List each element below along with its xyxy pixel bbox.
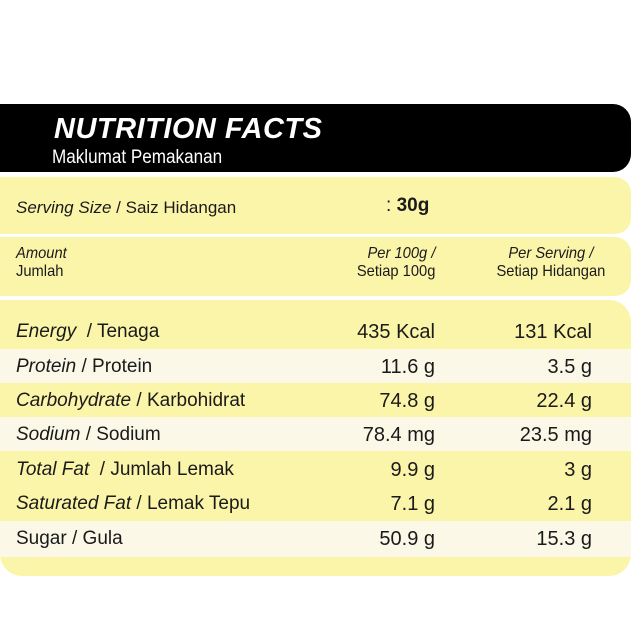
column-header-panel: Amount Jumlah Per 100g / Setiap 100g Per… [0, 237, 631, 296]
serving-size-panel: Serving Size / Saiz Hidangan : 30g [0, 177, 631, 234]
per-100g-column-header: Per 100g / Setiap 100g [356, 245, 435, 280]
serving-size-label: Serving Size / Saiz Hidangan [16, 198, 237, 217]
page-title: NUTRITION FACTS [54, 113, 323, 145]
table-row: Saturated Fat / Lemak Tepu 7.1 g 2.1 g [16, 493, 592, 515]
amount-column-header: Amount Jumlah [16, 245, 67, 280]
table-row: Energy / Tenaga 435 Kcal 131 Kcal [16, 321, 592, 343]
table-row: Total Fat / Jumlah Lemak 9.9 g 3 g [16, 459, 592, 481]
serving-size-value: : 30g [386, 195, 430, 216]
table-row: Carbohydrate / Karbohidrat 74.8 g 22.4 g [16, 390, 592, 412]
nutrient-table: Energy / Tenaga 435 Kcal 131 Kcal Protei… [0, 300, 631, 576]
page-subtitle: Maklumat Pemakanan [52, 147, 223, 168]
table-row: Sodium / Sodium 78.4 mg 23.5 mg [0, 417, 631, 451]
per-serving-column-header: Per Serving / Setiap Hidangan [496, 245, 605, 280]
table-row: Sugar / Gula 50.9 g 15.3 g [0, 521, 631, 557]
table-row: Protein / Protein 11.6 g 3.5 g [0, 349, 631, 383]
nutrition-header: NUTRITION FACTS Maklumat Pemakanan [0, 104, 631, 172]
